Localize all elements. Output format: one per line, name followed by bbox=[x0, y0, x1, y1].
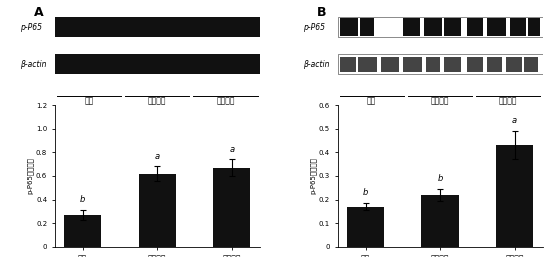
Bar bbox=[467, 57, 483, 72]
Bar bbox=[347, 207, 384, 247]
Text: b: b bbox=[437, 174, 443, 183]
Text: b: b bbox=[363, 188, 368, 197]
Bar bbox=[424, 19, 442, 36]
Bar bbox=[403, 19, 420, 36]
Text: a: a bbox=[229, 145, 235, 154]
Bar bbox=[213, 168, 250, 247]
Bar bbox=[403, 57, 421, 72]
Bar bbox=[444, 57, 460, 72]
Bar bbox=[360, 19, 374, 36]
Bar bbox=[506, 57, 522, 72]
Text: a: a bbox=[155, 152, 160, 161]
Bar bbox=[487, 57, 501, 72]
Text: 物理缺氧: 物理缺氧 bbox=[216, 96, 235, 105]
Bar bbox=[496, 145, 533, 247]
Bar bbox=[55, 54, 260, 74]
Text: 化学缺氧: 化学缺氧 bbox=[431, 96, 449, 105]
Bar bbox=[338, 17, 543, 37]
Bar bbox=[421, 195, 459, 247]
Text: β-actin: β-actin bbox=[20, 60, 47, 69]
Bar bbox=[340, 57, 356, 72]
Bar bbox=[426, 57, 440, 72]
Text: 化学缺氧: 化学缺氧 bbox=[148, 96, 167, 105]
Text: A: A bbox=[35, 6, 44, 19]
Bar bbox=[338, 54, 543, 74]
Bar bbox=[524, 57, 539, 72]
Text: 正常: 正常 bbox=[84, 96, 94, 105]
Bar bbox=[139, 173, 176, 247]
Y-axis label: p-P65相对表达: p-P65相对表达 bbox=[309, 158, 316, 194]
Text: β-actin: β-actin bbox=[302, 60, 329, 69]
Text: p-P65: p-P65 bbox=[302, 23, 325, 32]
Bar bbox=[64, 215, 101, 247]
Bar bbox=[381, 57, 399, 72]
Bar bbox=[487, 19, 506, 36]
Y-axis label: p-P65相对表达: p-P65相对表达 bbox=[26, 158, 33, 194]
Text: 正常: 正常 bbox=[367, 96, 376, 105]
Bar bbox=[55, 17, 260, 37]
Text: b: b bbox=[80, 196, 85, 205]
Bar bbox=[340, 19, 358, 36]
Bar bbox=[510, 19, 526, 36]
Bar bbox=[528, 19, 540, 36]
Text: p-P65: p-P65 bbox=[20, 23, 42, 32]
Text: a: a bbox=[512, 116, 517, 125]
Bar bbox=[444, 19, 460, 36]
Text: 物理缺氧: 物理缺氧 bbox=[499, 96, 518, 105]
Text: B: B bbox=[317, 6, 327, 19]
Bar bbox=[358, 57, 376, 72]
Bar bbox=[467, 19, 483, 36]
